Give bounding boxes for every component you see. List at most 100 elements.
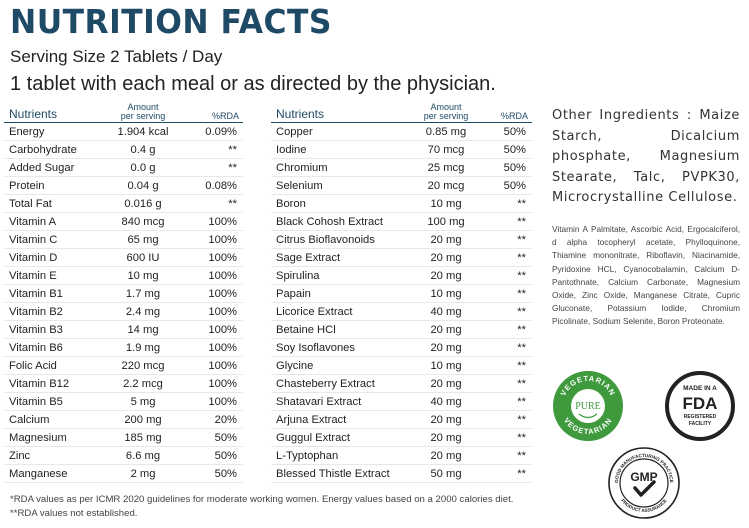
nutrient-amount: 20 mg <box>411 428 481 447</box>
fda-ring <box>665 371 735 441</box>
nutrients-header: Nutrients <box>271 101 411 123</box>
nutrient-rda: 100% <box>182 356 243 375</box>
nutrient-name: Boron <box>271 194 411 213</box>
nutrient-amount: 20 mg <box>411 230 481 249</box>
nutrient-amount: 70 mcg <box>411 140 481 159</box>
nutrient-amount: 40 mg <box>411 302 481 321</box>
nutrient-name: Vitamin B5 <box>4 392 104 411</box>
nutrient-name: Vitamin C <box>4 230 104 249</box>
nutrients-table-left: Nutrients Amount per serving %RDA Energy 1… <box>4 101 243 483</box>
nutrient-amount: 65 mg <box>104 230 182 249</box>
nutrient-name: Vitamin E <box>4 266 104 285</box>
serving-size: Serving Size 2 Tablets / Day <box>10 47 223 66</box>
nutrient-rda: 50% <box>481 140 532 159</box>
table-header-row: Nutrients Amount per serving %RDA <box>4 101 243 123</box>
nutrient-rda: 100% <box>182 248 243 267</box>
nutrient-name: Spirulina <box>271 266 411 285</box>
nutrient-amount: 10 mg <box>104 266 182 285</box>
table-row: Spirulina 20 mg ** <box>271 266 532 285</box>
nutrient-name: Iodine <box>271 140 411 159</box>
nutrient-name: Vitamin B6 <box>4 338 104 357</box>
table-row: Copper 0.85 mg 50% <box>271 122 532 141</box>
nutrient-rda: 100% <box>182 320 243 339</box>
nutrient-rda: ** <box>481 428 532 447</box>
nutrient-amount: 14 mg <box>104 320 182 339</box>
nutrient-name: Licorice Extract <box>271 302 411 321</box>
nutrient-rda: ** <box>481 446 532 465</box>
table-row: Vitamin D 600 IU 100% <box>4 248 243 267</box>
nutrient-name: Magnesium <box>4 428 104 447</box>
nutrient-rda: 100% <box>182 392 243 411</box>
nutrient-amount: 0.0 g <box>104 158 182 177</box>
table-row: Soy Isoflavones 20 mg ** <box>271 338 532 357</box>
nutrient-name: Carbohydrate <box>4 140 104 159</box>
table-row: Carbohydrate 0.4 g ** <box>4 140 243 159</box>
table-row: Vitamin B1 1.7 mg 100% <box>4 284 243 303</box>
nutrient-name: Added Sugar <box>4 158 104 177</box>
veg-center-label: PURE <box>575 401 601 412</box>
nutrient-amount: 40 mg <box>411 392 481 411</box>
vitamin-forms: Vitamin A Palmitate, Ascorbic Acid, Ergo… <box>552 224 740 327</box>
nutrient-name: Zinc <box>4 446 104 465</box>
table-row: Calcium 200 mg 20% <box>4 410 243 429</box>
table-row: Vitamin B12 2.2 mcg 100% <box>4 374 243 393</box>
table-row: Citrus Bioflavonoids 20 mg ** <box>271 230 532 249</box>
nutrient-name: Shatavari Extract <box>271 392 411 411</box>
nutrient-name: Guggul Extract <box>271 428 411 447</box>
nutrient-name: Vitamin A <box>4 212 104 231</box>
nutrient-name: Chromium <box>271 158 411 177</box>
nutrient-rda: 50% <box>182 428 243 447</box>
nutrient-amount: 0.016 g <box>104 194 182 213</box>
table-row: Energy 1.904 kcal 0.09% <box>4 122 243 141</box>
nutrient-rda: ** <box>481 356 532 375</box>
nutrient-rda: 50% <box>481 122 532 141</box>
nutrient-rda: ** <box>481 194 532 213</box>
nutrient-name: Citrus Bioflavonoids <box>271 230 411 249</box>
nutrient-name: Selenium <box>271 176 411 195</box>
gmp-inner-ring <box>619 458 669 508</box>
nutrient-rda: ** <box>481 230 532 249</box>
nutrient-name: Protein <box>4 176 104 195</box>
nutrient-rda: 50% <box>182 464 243 483</box>
nutrient-rda: 0.08% <box>182 176 243 195</box>
table-row: Vitamin B6 1.9 mg 100% <box>4 338 243 357</box>
fda-mark: FDA <box>683 394 718 413</box>
nutrient-amount: 100 mg <box>411 212 481 231</box>
vegetarian-pure-badge: VEGETARIAN VEGETARIAN PURE <box>553 371 623 441</box>
nutrient-amount: 6.6 mg <box>104 446 182 465</box>
table-row: Vitamin A 840 mcg 100% <box>4 212 243 231</box>
nutrient-amount: 1.7 mg <box>104 284 182 303</box>
rda-header: %RDA <box>481 101 532 123</box>
fda-registered-badge: MADE IN A FDA REGISTERED FACILITY <box>665 371 735 441</box>
nutrient-name: Chasteberry Extract <box>271 374 411 393</box>
right-table-body: Copper 0.85 mg 50% Iodine 70 mcg 50% Chromium 2… <box>271 122 532 483</box>
rda-header: %RDA <box>182 101 243 123</box>
table-row: L-Typtophan 20 mg ** <box>271 446 532 465</box>
nutrient-rda: ** <box>481 302 532 321</box>
not-established-footnote: **RDA values not established. <box>10 508 138 519</box>
nutrient-name: Vitamin B1 <box>4 284 104 303</box>
nutrient-name: Blessed Thistle Extract <box>271 464 411 483</box>
nutrient-rda: ** <box>481 212 532 231</box>
nutrients-table-right: Nutrients Amount per serving %RDA Copper 0… <box>271 101 532 483</box>
nutrient-rda: 100% <box>182 302 243 321</box>
nutrient-amount: 20 mg <box>411 374 481 393</box>
nutrient-amount: 20 mg <box>411 410 481 429</box>
amount-header: Amount per serving <box>104 101 182 123</box>
nutrient-name: Black Cohosh Extract <box>271 212 411 231</box>
table-row: Boron 10 mg ** <box>271 194 532 213</box>
nutrient-rda: 100% <box>182 284 243 303</box>
fda-line2: FACILITY <box>689 421 712 427</box>
left-table-body: Energy 1.904 kcal 0.09% Carbohydrate 0.4 g **… <box>4 122 243 483</box>
nutrient-name: Papain <box>271 284 411 303</box>
nutrient-name: Energy <box>4 122 104 141</box>
page-title: NUTRITION FACTS <box>10 2 332 41</box>
nutrient-amount: 1.9 mg <box>104 338 182 357</box>
nutrient-rda: 100% <box>182 212 243 231</box>
nutrient-name: L-Typtophan <box>271 446 411 465</box>
amount-header: Amount per serving <box>411 101 481 123</box>
nutrient-rda: ** <box>481 266 532 285</box>
checkmark-icon <box>633 480 656 497</box>
nutrient-amount: 20 mg <box>411 338 481 357</box>
nutrient-name: Folic Acid <box>4 356 104 375</box>
